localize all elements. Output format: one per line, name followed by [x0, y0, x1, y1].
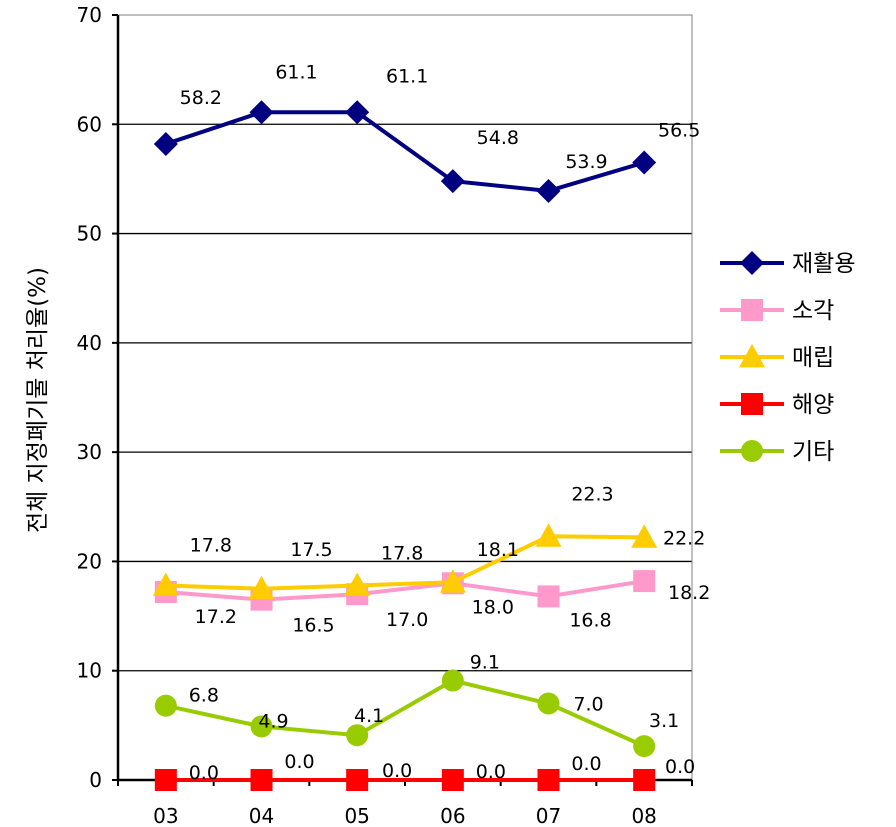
data-point: [154, 769, 177, 791]
series-line: [165, 110, 645, 193]
y-tick-label: 0: [89, 768, 102, 792]
data-point: [250, 715, 273, 738]
gridlines: [118, 123, 692, 672]
data-point: [632, 150, 657, 175]
data-point: [535, 523, 562, 547]
data-label: 16.8: [569, 609, 611, 631]
data-label: 3.1: [649, 710, 679, 732]
legend-marker: [740, 251, 764, 275]
legend-marker: [741, 299, 763, 321]
legend-item: 기타: [720, 439, 834, 465]
data-label: 16.5: [292, 615, 334, 637]
data-label: 7.0: [573, 694, 603, 716]
x-tick-label: 05: [344, 804, 369, 827]
data-label: 0.0: [284, 751, 314, 773]
legend-marker: [741, 440, 763, 462]
legend-marker: [741, 393, 763, 415]
data-point: [633, 769, 656, 791]
legend-item: 매립: [720, 344, 834, 371]
data-label: 61.1: [386, 65, 428, 87]
data-point: [250, 769, 273, 791]
legend-item: 해양: [720, 392, 834, 418]
data-label: 18.0: [472, 596, 514, 618]
data-label: 17.2: [195, 606, 237, 628]
data-label: 18.2: [668, 582, 710, 604]
data-point: [249, 100, 274, 125]
y-tick-label: 20: [77, 549, 102, 573]
series-line: [165, 579, 645, 602]
data-label: 0.0: [382, 760, 412, 782]
data-point: [248, 575, 275, 600]
data-label: 9.1: [470, 652, 500, 674]
y-tick-label: 50: [77, 222, 102, 246]
y-tick-label: 30: [77, 440, 102, 464]
data-point: [441, 669, 464, 692]
series-group: [152, 100, 658, 791]
legend-label: 기타: [792, 439, 834, 465]
data-point: [633, 735, 656, 758]
data-point: [441, 769, 464, 791]
data-point: [344, 572, 371, 596]
data-label: 17.5: [290, 539, 332, 561]
legend-label: 매립: [792, 345, 834, 371]
y-tick-label: 60: [77, 112, 102, 136]
legend-label: 해양: [792, 392, 834, 418]
data-label: 18.1: [477, 539, 519, 561]
legend-label: 재활용: [792, 251, 855, 277]
data-point: [345, 100, 370, 125]
data-point: [631, 524, 658, 548]
data-point: [346, 724, 369, 747]
x-tick-label: 03: [153, 804, 178, 827]
data-point: [153, 131, 178, 156]
data-point: [346, 769, 369, 791]
x-tick-label: 07: [536, 804, 561, 827]
legend-marker: [739, 344, 765, 368]
data-point: [440, 169, 465, 194]
y-tick-label: 70: [77, 3, 102, 27]
data-label: 58.2: [180, 87, 222, 109]
data-labels: 58.2 61.1 61.1 54.8 53.9 56.5 17.2 16.5 17.0 18.0…: [180, 61, 711, 784]
data-label: 0.0: [665, 756, 695, 778]
data-label: 17.8: [190, 534, 232, 556]
data-point: [537, 769, 560, 791]
y-tick-label: 40: [77, 331, 102, 355]
data-label: 54.8: [477, 127, 519, 149]
data-label: 4.9: [258, 710, 288, 732]
x-tick-label: 08: [631, 804, 656, 827]
data-label: 0.0: [476, 761, 506, 783]
x-tick-label: 04: [249, 804, 274, 827]
data-label: 6.8: [189, 685, 219, 707]
y-tick-labels: 0 10 20 30 40 50 60 70: [77, 3, 102, 792]
series-line: [165, 678, 645, 748]
data-label: 0.0: [571, 753, 601, 775]
legend-item: 소각: [720, 298, 834, 324]
x-tick-label: 06: [440, 804, 465, 827]
legend-label: 소각: [792, 298, 834, 324]
data-label: 53.9: [565, 151, 607, 173]
data-label: 4.1: [354, 705, 384, 727]
data-point: [536, 178, 561, 203]
legend-item: 재활용: [720, 251, 855, 277]
x-tick-labels: 03 04 05 06 07 08: [153, 804, 657, 827]
data-label: 17.8: [381, 542, 423, 564]
data-label: 56.5: [658, 120, 700, 142]
data-label: 61.1: [275, 61, 317, 83]
y-axis-title: 전체 지정폐기물 처리율(%): [25, 267, 51, 533]
data-label: 22.3: [571, 483, 613, 505]
data-label: 0.0: [189, 762, 219, 784]
data-point: [537, 585, 560, 608]
y-tick-label: 10: [77, 659, 102, 683]
data-point: [537, 692, 560, 715]
data-point: [439, 569, 466, 593]
data-label: 17.0: [386, 609, 428, 631]
data-label: 22.2: [663, 527, 705, 549]
data-point: [152, 572, 179, 596]
data-point: [633, 570, 656, 593]
series-line: [165, 534, 645, 591]
data-point: [154, 694, 177, 717]
